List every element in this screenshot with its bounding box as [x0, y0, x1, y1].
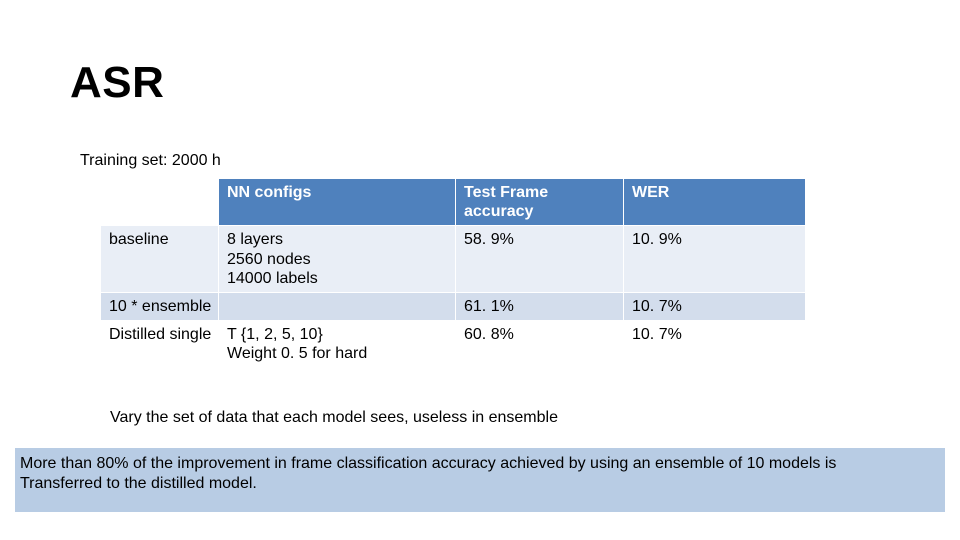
row-acc: 61. 1% [456, 292, 624, 320]
table-row: 10 * ensemble 61. 1% 10. 7% [101, 292, 806, 320]
row-nn: T {1, 2, 5, 10} Weight 0. 5 for hard [219, 321, 456, 368]
col-header-wer: WER [624, 179, 806, 226]
row-label: 10 * ensemble [101, 292, 219, 320]
row-wer: 10. 7% [624, 321, 806, 368]
table-header-row: NN configs Test Frame accuracy WER [101, 179, 806, 226]
row-label: baseline [101, 226, 219, 293]
footnote-text: More than 80% of the improvement in fram… [20, 454, 940, 494]
row-acc: 60. 8% [456, 321, 624, 368]
col-header-blank [101, 179, 219, 226]
row-wer: 10. 7% [624, 292, 806, 320]
col-header-nn: NN configs [219, 179, 456, 226]
row-nn: 8 layers 2560 nodes 14000 labels [219, 226, 456, 293]
row-wer: 10. 9% [624, 226, 806, 293]
row-nn [219, 292, 456, 320]
slide: ASR Training set: 2000 h NN configs Test… [0, 0, 960, 540]
row-label: Distilled single [101, 321, 219, 368]
table-caption: Vary the set of data that each model see… [110, 408, 558, 427]
subtitle: Training set: 2000 h [80, 152, 221, 170]
row-acc: 58. 9% [456, 226, 624, 293]
results-table: NN configs Test Frame accuracy WER basel… [100, 178, 806, 369]
page-title: ASR [70, 58, 164, 108]
table-row: baseline 8 layers 2560 nodes 14000 label… [101, 226, 806, 293]
col-header-acc: Test Frame accuracy [456, 179, 624, 226]
table-row: Distilled single T {1, 2, 5, 10} Weight … [101, 321, 806, 368]
